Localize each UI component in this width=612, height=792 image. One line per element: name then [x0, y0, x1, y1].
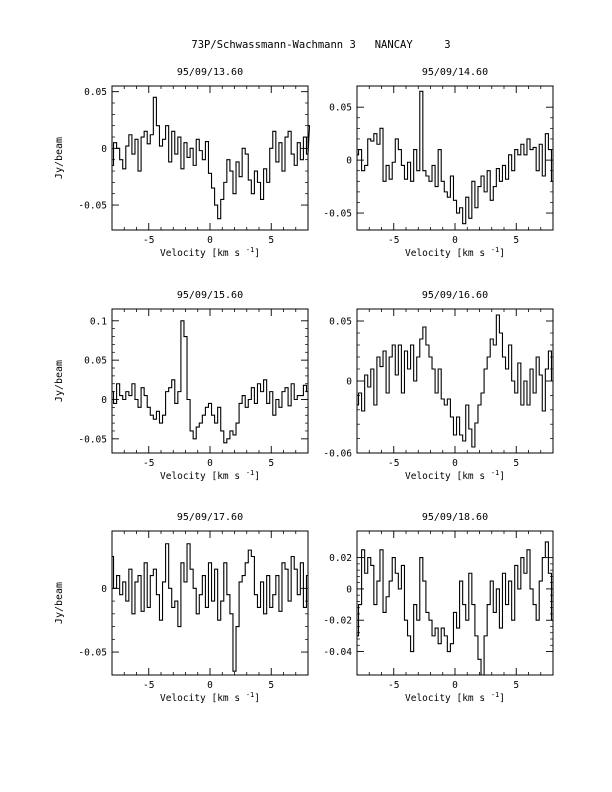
x-tick-label: -5 — [388, 235, 399, 246]
plot-frame — [111, 308, 309, 454]
x-tick-label: 0 — [207, 680, 213, 691]
y-tick-label: -0.05 — [323, 209, 352, 220]
x-axis-label: Velocity [km s -1] — [405, 691, 505, 704]
y-tick-label: -0.05 — [78, 201, 107, 212]
y-axis-label: Jy/beam — [54, 137, 65, 179]
page-title: 73P/Schwassmann-Wachmann 3 NANCAY 3 — [191, 39, 450, 51]
x-tick-label: -5 — [143, 235, 154, 246]
spectrum-panel-3: -5 0 5 -0.05 0 0.05 0.1 95/09/15.60 Velocity [km… — [54, 290, 309, 482]
spectrum-panel-1: -5 0 5 -0.05 0 0.05 95/09/13.60 Velocity [km s … — [54, 67, 311, 259]
y-tick-label: 0 — [101, 395, 107, 406]
y-tick-label: 0.05 — [84, 87, 107, 98]
y-axis-label: Jy/beam — [54, 582, 65, 624]
spectrum-panel-6: -5 0 5 -0.04 -0.02 0 0.02 95/09/18.60 Velocity [… — [323, 512, 554, 704]
y-tick-label: -0.04 — [323, 647, 352, 658]
x-axis-label: Velocity [km s -1] — [160, 469, 260, 482]
x-tick-label: 0 — [452, 458, 458, 469]
x-tick-label: 5 — [513, 235, 519, 246]
y-tick-label: 0 — [101, 584, 107, 595]
panel-title: 95/09/18.60 — [422, 512, 488, 523]
y-tick-label: 0.05 — [84, 356, 107, 367]
y-tick-label: 0 — [346, 377, 352, 388]
x-axis-label: Velocity [km s -1] — [160, 691, 260, 704]
x-tick-label: 5 — [268, 235, 274, 246]
x-tick-label: 0 — [207, 235, 213, 246]
x-tick-label: -5 — [388, 458, 399, 469]
x-tick-label: -5 — [143, 458, 154, 469]
spectrum-line — [112, 320, 308, 444]
y-tick-label: 0.05 — [329, 103, 352, 114]
y-tick-label: 0.05 — [329, 317, 352, 328]
y-tick-label: -0.02 — [323, 616, 352, 627]
spectrum-panel-4: -5 0 5 -0.06 0 0.05 95/09/16.60 Velocity [km s … — [323, 290, 554, 482]
x-tick-label: -5 — [388, 680, 399, 691]
panel-title: 95/09/15.60 — [177, 290, 243, 301]
spectrum-line — [112, 96, 311, 220]
x-tick-label: 0 — [207, 458, 213, 469]
x-axis-label: Velocity [km s -1] — [405, 469, 505, 482]
plot-frame — [356, 85, 554, 231]
y-tick-label: -0.05 — [78, 434, 107, 445]
x-tick-label: 0 — [452, 680, 458, 691]
spectrum-line — [357, 90, 553, 225]
x-tick-label: 5 — [513, 458, 519, 469]
x-tick-label: 0 — [452, 235, 458, 246]
spectrum-panel-5: -5 0 5 -0.05 0 95/09/17.60 Velocity [km s -1] J… — [54, 512, 309, 704]
panel-title: 95/09/14.60 — [422, 67, 488, 78]
x-tick-label: 5 — [268, 680, 274, 691]
y-tick-label: -0.06 — [323, 449, 352, 460]
x-axis-label: Velocity [km s -1] — [160, 246, 260, 259]
y-tick-label: 0.1 — [90, 316, 107, 327]
y-tick-label: 0 — [346, 584, 352, 595]
panel-title: 95/09/13.60 — [177, 67, 243, 78]
spectrum-line — [357, 541, 553, 676]
y-tick-label: -0.05 — [78, 648, 107, 659]
panel-title: 95/09/17.60 — [177, 512, 243, 523]
spectrum-line — [357, 314, 553, 448]
y-axis-label: Jy/beam — [54, 360, 65, 402]
y-tick-label: 0 — [101, 144, 107, 155]
x-tick-label: 5 — [268, 458, 274, 469]
panel-title: 95/09/16.60 — [422, 290, 488, 301]
spectrum-line — [112, 543, 308, 672]
y-tick-label: 0.02 — [329, 553, 352, 564]
x-tick-label: -5 — [143, 680, 154, 691]
x-axis-label: Velocity [km s -1] — [405, 246, 505, 259]
x-tick-label: 5 — [513, 680, 519, 691]
y-tick-label: 0 — [346, 156, 352, 167]
spectrum-panel-2: -5 0 5 -0.05 0 0.05 95/09/14.60 Velocity [km s … — [323, 67, 554, 259]
